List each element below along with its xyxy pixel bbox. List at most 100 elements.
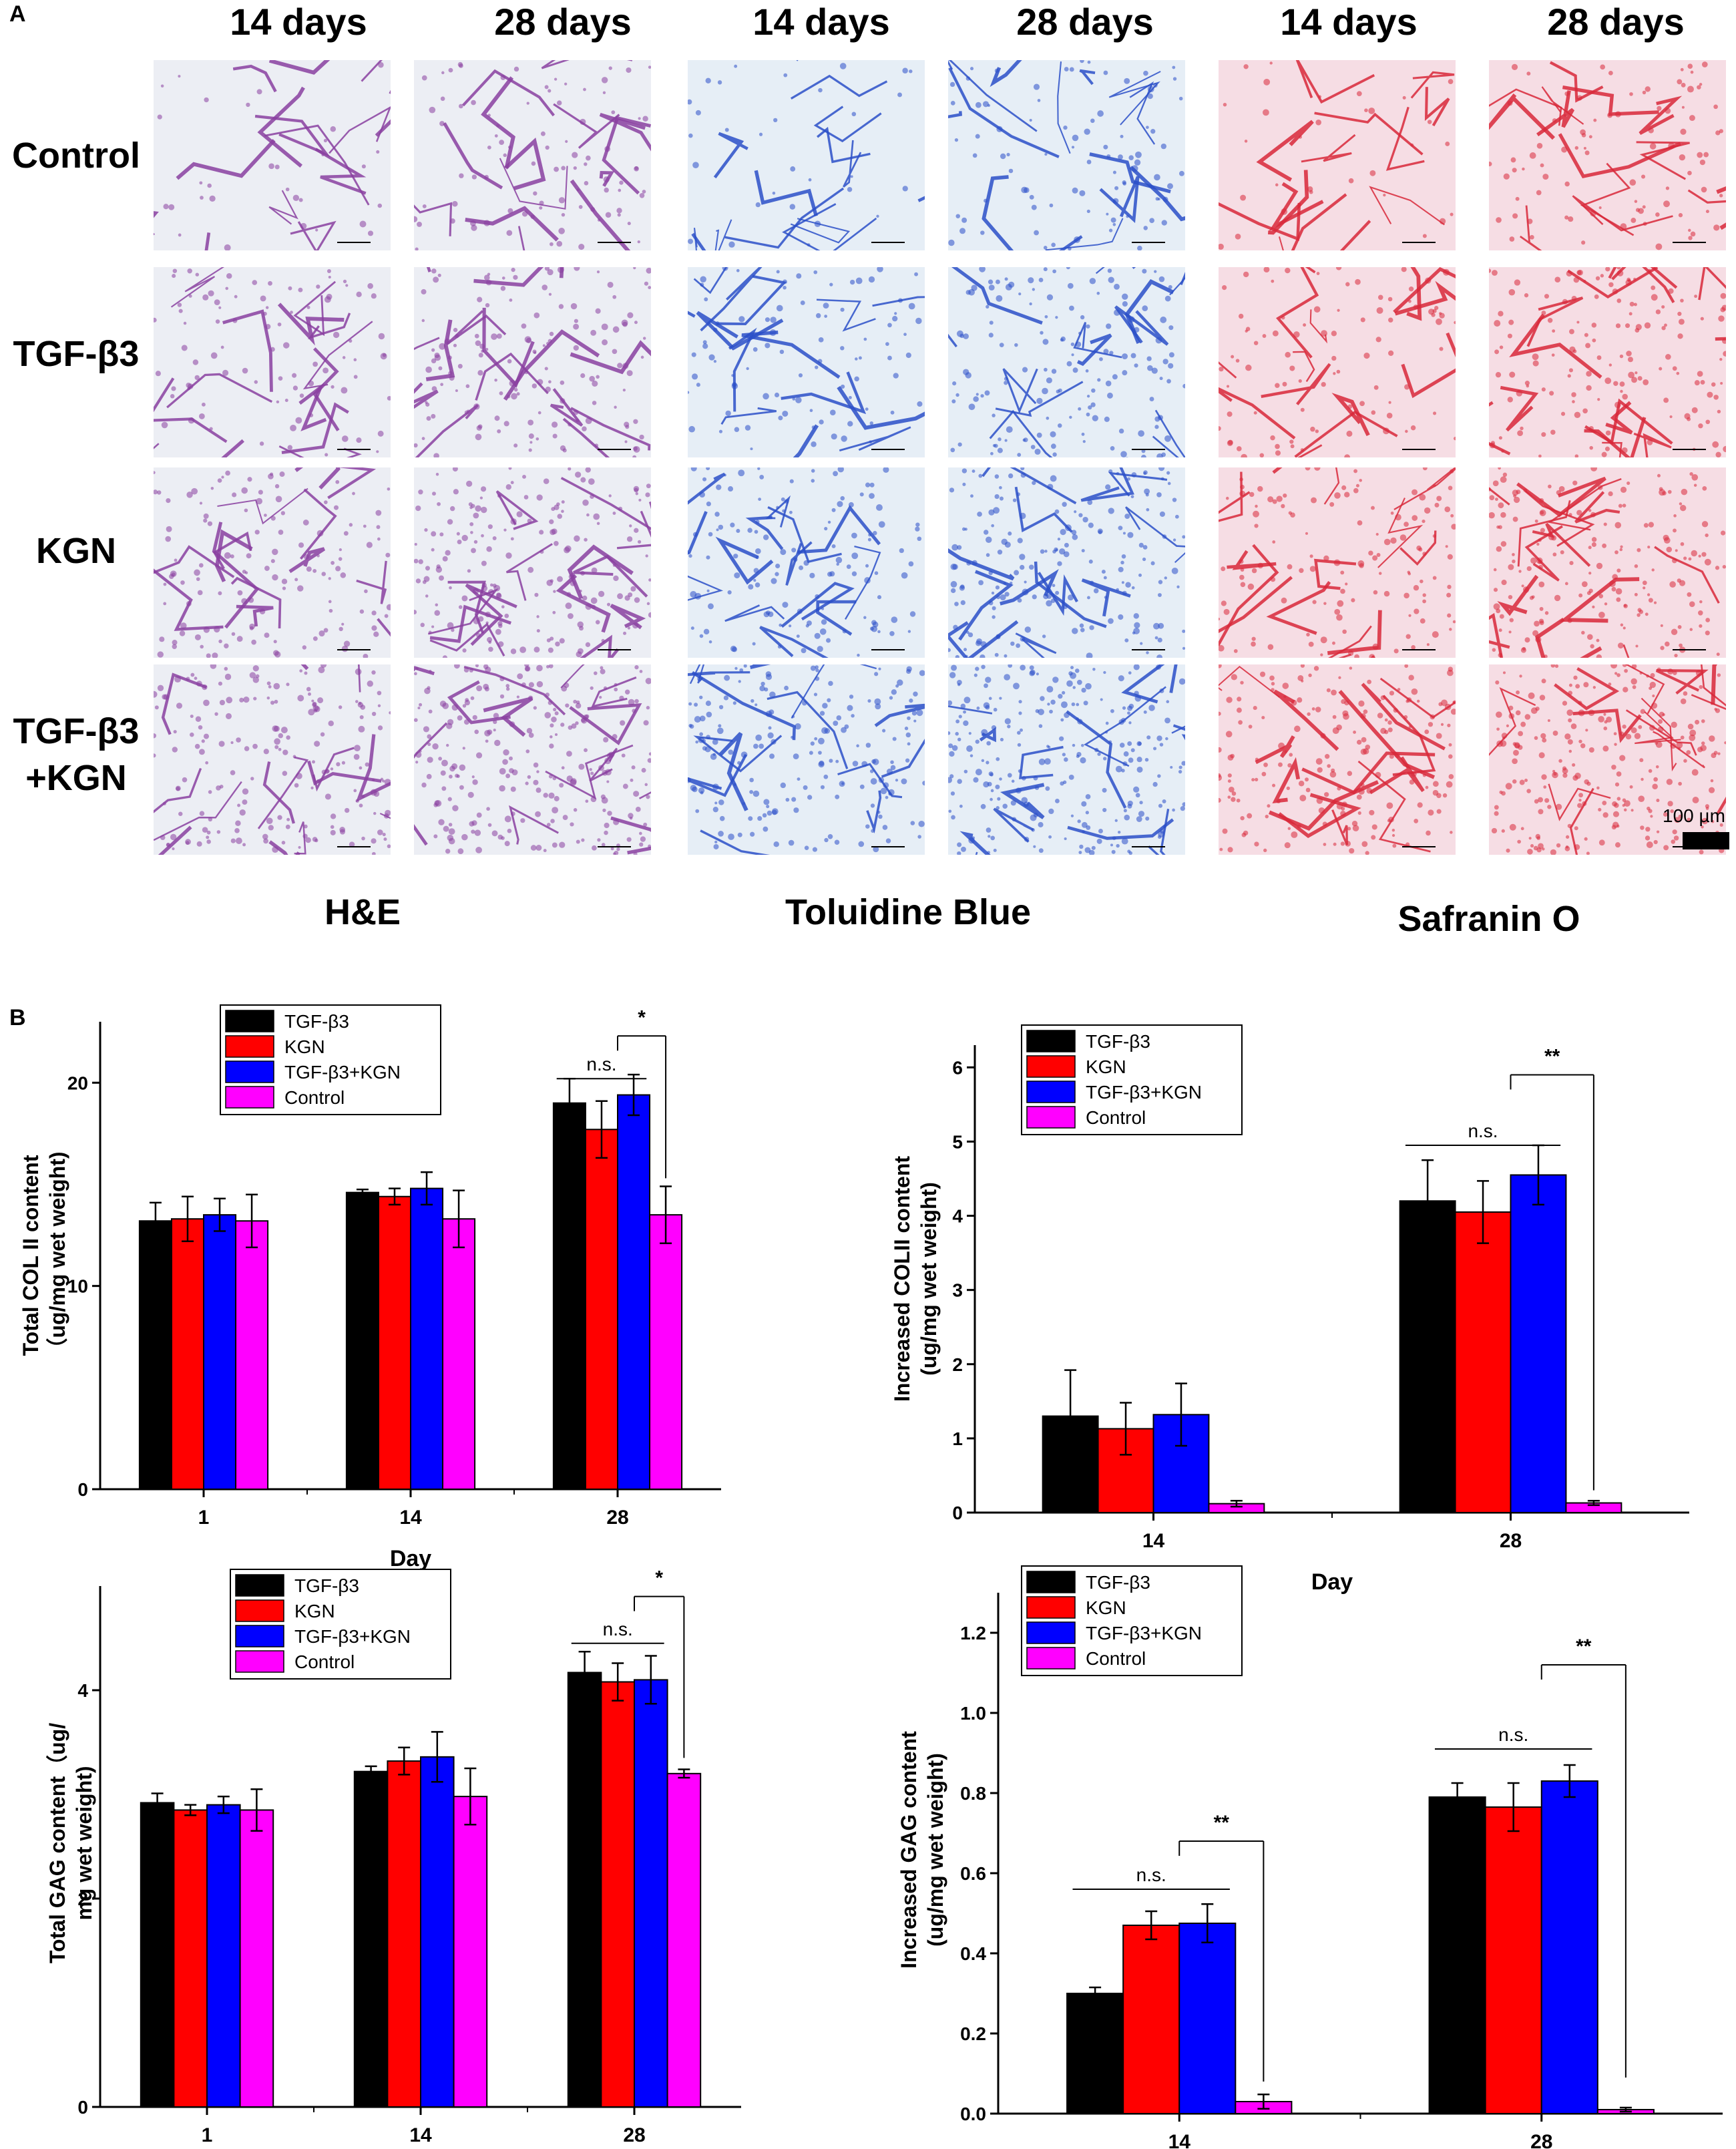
cell-dot <box>1130 353 1136 359</box>
cell-dot <box>1622 687 1629 693</box>
cell-dot <box>601 797 608 804</box>
cell-dot <box>1697 371 1703 377</box>
cell-dot <box>312 760 315 764</box>
cell-dot <box>1720 292 1726 299</box>
cell-dot <box>822 703 828 709</box>
cell-dot <box>1254 777 1259 782</box>
cell-dot <box>531 383 537 389</box>
cell-dot <box>1380 727 1387 734</box>
cell-dot <box>789 624 792 628</box>
cell-dot <box>363 653 369 658</box>
cell-dot <box>373 791 380 797</box>
scaffold-strand <box>1567 267 1659 299</box>
cell-dot <box>891 616 898 623</box>
cell-dot <box>1648 598 1653 603</box>
cell-dot <box>527 566 534 573</box>
cell-dot <box>1678 814 1683 819</box>
scaffold-strand <box>1394 280 1456 316</box>
cell-dot <box>547 269 554 276</box>
cell-dot <box>834 839 840 845</box>
cell-dot <box>1286 786 1290 791</box>
cell-dot <box>892 316 898 322</box>
cell-dot <box>965 654 968 658</box>
cell-dot <box>204 97 209 103</box>
cell-dot <box>1300 664 1305 668</box>
cell-dot <box>1281 504 1285 509</box>
cell-dot <box>1299 568 1304 574</box>
cell-dot <box>268 825 274 831</box>
y-tick-label: 0.8 <box>960 1783 986 1804</box>
cell-dot <box>1078 851 1082 854</box>
cell-dot <box>487 145 491 150</box>
cell-dot <box>601 843 606 847</box>
cell-dot <box>1059 736 1064 741</box>
cell-dot <box>1289 753 1293 757</box>
cell-dot <box>1145 493 1149 497</box>
cell-dot <box>1721 305 1726 311</box>
cell-dot <box>633 851 638 855</box>
cell-dot <box>570 303 578 310</box>
scaffold-strand <box>700 829 771 855</box>
cell-dot <box>769 753 775 759</box>
cell-dot <box>438 366 443 371</box>
cell-dot <box>454 664 460 669</box>
cell-dot <box>648 286 651 290</box>
cell-dot <box>355 700 359 703</box>
cell-dot <box>1359 401 1365 407</box>
cell-dot <box>1376 307 1383 314</box>
cell-dot <box>1614 842 1620 848</box>
cell-dot <box>634 699 639 704</box>
scaffold-strand <box>881 739 925 778</box>
scaffold-strand <box>1338 690 1436 779</box>
scaffold-strand <box>1294 410 1398 457</box>
cell-dot <box>1544 611 1549 615</box>
scaffold-strand <box>728 327 757 412</box>
cell-dot <box>1147 85 1154 93</box>
cell-dot <box>737 761 741 765</box>
cell-dot <box>234 295 238 299</box>
cell-dot <box>1289 365 1295 371</box>
cell-dot <box>1571 296 1577 301</box>
cell-dot <box>778 415 783 421</box>
bar <box>138 1220 172 1490</box>
cell-dot <box>1128 703 1134 709</box>
cell-dot <box>1038 277 1044 282</box>
cell-dot <box>708 640 712 644</box>
cell-dot <box>996 595 1001 600</box>
cell-dot <box>1635 371 1638 375</box>
cell-dot <box>1683 556 1687 560</box>
cell-dot <box>613 819 620 825</box>
cell-dot <box>316 554 320 558</box>
cell-dot <box>1357 520 1363 526</box>
cell-dot <box>478 616 484 622</box>
cell-dot <box>1556 490 1561 496</box>
scaffold-strand <box>1489 612 1510 658</box>
cell-dot <box>604 822 610 829</box>
cell-dot <box>564 682 570 689</box>
scaffold-strand <box>154 377 228 443</box>
cell-dot <box>1240 815 1245 821</box>
micrograph-tile <box>948 467 1185 658</box>
cell-dot <box>1072 534 1078 540</box>
cell-dot <box>475 433 482 441</box>
cell-dot <box>890 765 896 771</box>
cell-dot <box>1345 840 1351 847</box>
cell-dot <box>963 648 967 652</box>
cell-dot <box>1004 439 1008 442</box>
cell-dot <box>330 829 336 835</box>
cell-dot <box>500 286 506 291</box>
cell-dot <box>1673 835 1679 841</box>
cell-dot <box>1540 733 1546 739</box>
cell-dot <box>1447 723 1451 727</box>
cell-dot <box>249 623 255 630</box>
cell-dot <box>1305 777 1309 782</box>
scaffold-strand <box>1547 478 1622 531</box>
cell-dot <box>1588 709 1595 717</box>
cell-dot <box>630 778 634 782</box>
cell-dot <box>592 401 597 405</box>
cell-dot <box>634 528 639 534</box>
cell-dot <box>1572 480 1578 485</box>
cell-dot <box>854 376 859 382</box>
cell-dot <box>878 521 885 528</box>
cell-dot <box>951 544 958 551</box>
